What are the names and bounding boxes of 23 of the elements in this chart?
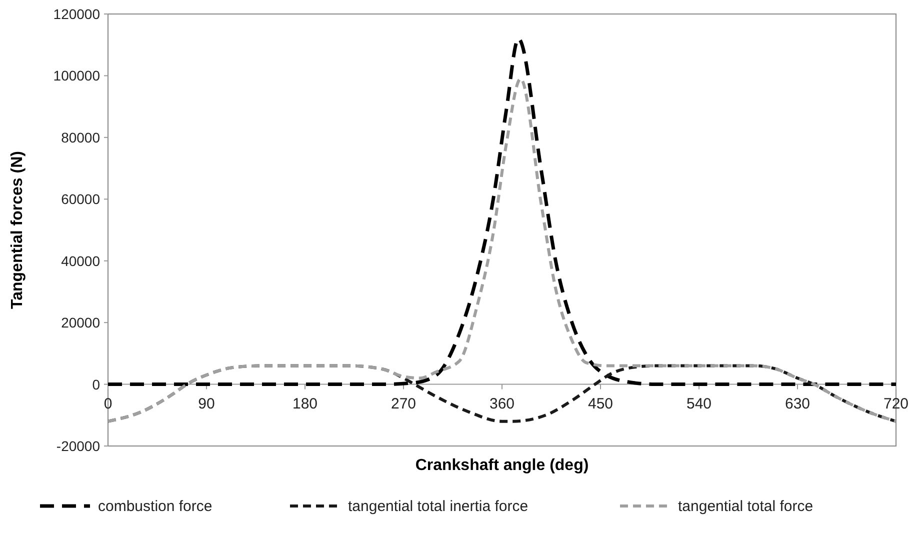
y-tick-label: 100000 [53,68,100,84]
legend-label: tangential total inertia force [348,498,528,515]
y-axis-title: Tangential forces (N) [9,151,26,309]
y-tick-label: 40000 [61,252,100,269]
x-tick-label: 720 [883,395,909,412]
x-tick-label: 90 [198,395,215,412]
x-tick-label: 0 [104,395,112,412]
x-tick-label: 630 [784,395,810,412]
y-tick-label: -20000 [56,438,100,454]
x-tick-label: 450 [588,395,614,412]
legend-label: tangential total force [678,498,814,515]
x-tick-label: 360 [489,395,515,412]
legend-label: combustion force [98,498,212,515]
x-axis-title: Crankshaft angle (deg) [415,457,589,474]
y-tick-label: 120000 [53,6,100,22]
y-tick-label: 20000 [61,314,100,331]
y-tick-label: 0 [92,376,100,392]
line-series [106,36,898,386]
x-tick-label: 180 [292,395,318,412]
y-tick-label: 60000 [61,191,100,208]
x-tick-label: 270 [390,395,416,412]
y-tick-label: 80000 [61,129,100,146]
x-tick-label: 540 [686,395,712,412]
